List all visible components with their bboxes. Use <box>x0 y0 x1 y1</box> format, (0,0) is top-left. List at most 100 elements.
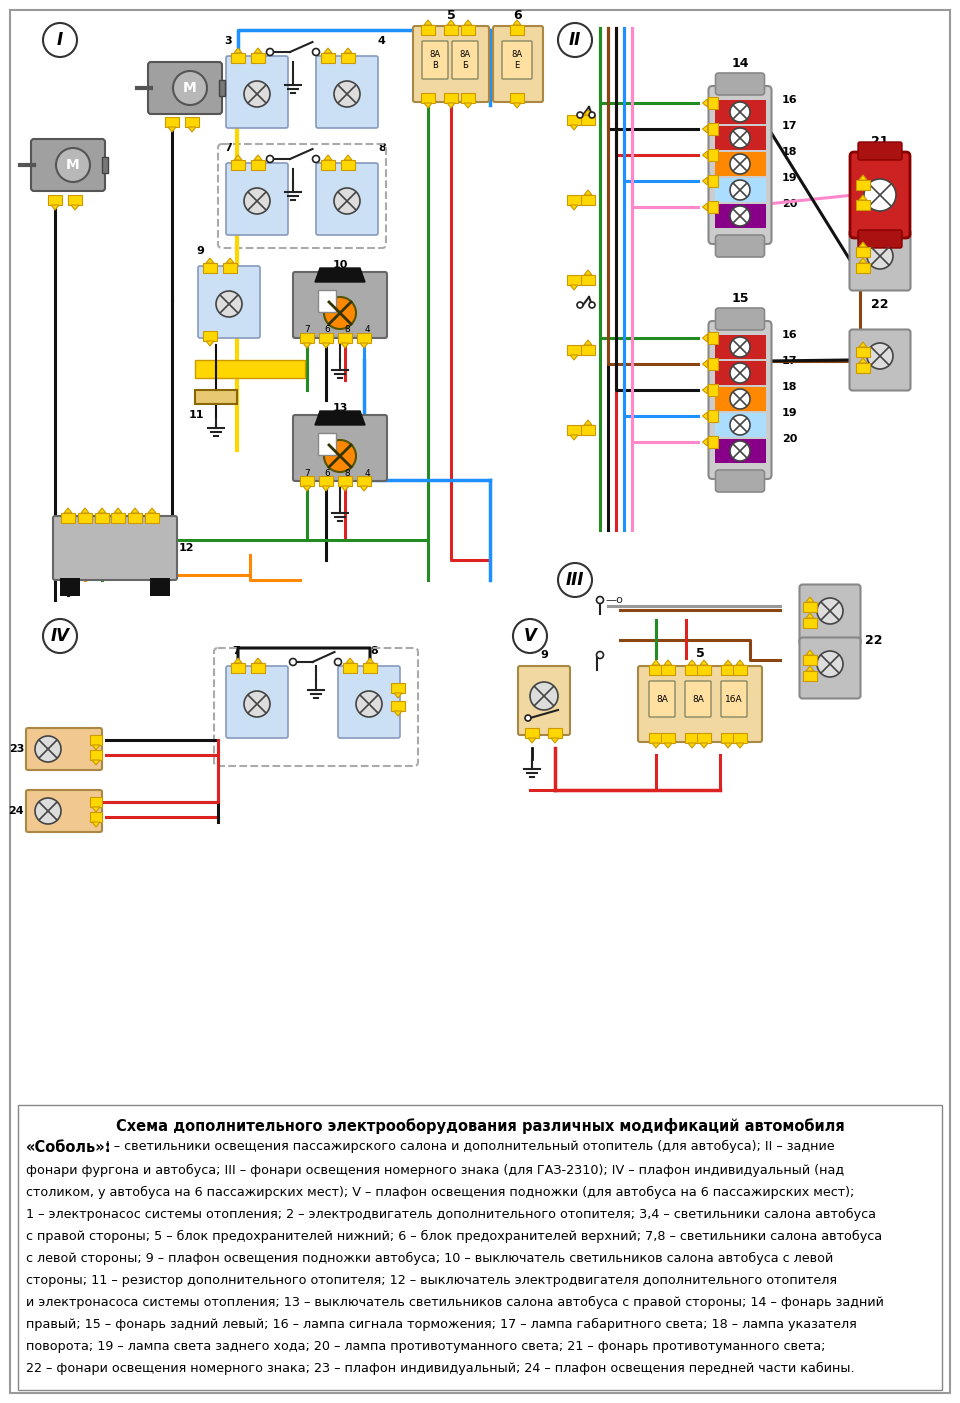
Text: 20: 20 <box>782 199 798 209</box>
Bar <box>714 203 765 229</box>
Bar <box>708 201 717 213</box>
Text: 1: 1 <box>731 666 737 676</box>
Text: 8: 8 <box>370 645 377 657</box>
Polygon shape <box>859 358 867 363</box>
Circle shape <box>596 596 604 603</box>
Polygon shape <box>464 20 472 25</box>
Bar <box>714 126 765 150</box>
Polygon shape <box>664 659 672 665</box>
Text: с левой стороны; 9 – плафон освещения подножки автобуса; 10 – выключатель светил: с левой стороны; 9 – плафон освещения по… <box>26 1251 833 1266</box>
Bar <box>61 513 75 523</box>
Text: 9: 9 <box>540 650 548 659</box>
Circle shape <box>324 297 356 328</box>
Polygon shape <box>64 508 72 513</box>
Polygon shape <box>424 20 432 25</box>
FancyBboxPatch shape <box>53 516 177 579</box>
Polygon shape <box>584 189 592 195</box>
Text: правый; 15 – фонарь задний левый; 16 – лампа сигнала торможения; 17 – лампа габа: правый; 15 – фонарь задний левый; 16 – л… <box>26 1317 856 1331</box>
Polygon shape <box>447 102 455 108</box>
FancyBboxPatch shape <box>502 41 532 79</box>
Bar <box>803 655 817 665</box>
Polygon shape <box>234 658 242 664</box>
Polygon shape <box>92 807 100 812</box>
Polygon shape <box>703 152 708 159</box>
Bar <box>18 1106 942 1390</box>
Polygon shape <box>188 128 196 132</box>
Bar <box>803 671 817 680</box>
Bar <box>714 335 765 359</box>
Text: 7: 7 <box>304 469 310 477</box>
Bar <box>733 665 747 675</box>
Bar <box>510 93 524 102</box>
Bar <box>128 513 142 523</box>
Text: 16А: 16А <box>725 694 743 703</box>
Bar <box>856 363 870 373</box>
Bar <box>78 513 92 523</box>
Bar <box>581 195 595 205</box>
Bar <box>708 97 717 109</box>
Circle shape <box>867 342 893 369</box>
Text: 2: 2 <box>172 63 180 73</box>
Text: 8А
В: 8А В <box>429 51 441 70</box>
Polygon shape <box>92 760 100 765</box>
FancyBboxPatch shape <box>413 27 489 102</box>
Circle shape <box>356 692 382 717</box>
FancyBboxPatch shape <box>198 267 260 338</box>
Polygon shape <box>570 285 578 290</box>
FancyBboxPatch shape <box>226 56 288 128</box>
Text: 14: 14 <box>732 58 749 70</box>
Circle shape <box>244 81 270 107</box>
FancyBboxPatch shape <box>685 680 711 717</box>
Polygon shape <box>254 48 262 53</box>
Bar <box>90 751 102 760</box>
Bar <box>363 664 377 673</box>
Bar <box>856 201 870 210</box>
Polygon shape <box>688 659 696 665</box>
Circle shape <box>867 243 893 269</box>
Text: с правой стороны; 5 – блок предохранителей нижний; 6 – блок предохранителей верх: с правой стороны; 5 – блок предохранител… <box>26 1230 882 1243</box>
Bar <box>661 732 675 744</box>
Text: 7: 7 <box>304 325 310 334</box>
Circle shape <box>290 658 297 665</box>
Text: —o: —o <box>605 595 623 605</box>
Bar <box>708 175 717 187</box>
FancyBboxPatch shape <box>226 666 288 738</box>
Polygon shape <box>324 48 332 53</box>
Text: 18: 18 <box>782 382 798 391</box>
Text: 1: 1 <box>30 150 37 160</box>
Polygon shape <box>859 258 867 262</box>
Circle shape <box>730 102 750 122</box>
Bar <box>708 384 717 396</box>
Bar <box>318 434 336 455</box>
Text: 8: 8 <box>378 143 386 153</box>
Bar <box>231 53 245 63</box>
Text: I – светильники освещения пассажирского салона и дополнительный отопитель (для а: I – светильники освещения пассажирского … <box>102 1141 834 1153</box>
Circle shape <box>589 302 595 309</box>
Bar <box>341 160 355 170</box>
Text: V: V <box>523 627 537 645</box>
Text: 6: 6 <box>324 469 330 477</box>
Polygon shape <box>315 411 365 425</box>
Bar <box>444 25 458 35</box>
Bar <box>300 476 314 485</box>
Circle shape <box>730 389 750 410</box>
Text: 7: 7 <box>232 645 240 657</box>
Polygon shape <box>652 744 660 748</box>
Polygon shape <box>700 659 708 665</box>
Polygon shape <box>234 48 242 53</box>
Polygon shape <box>859 195 867 201</box>
Circle shape <box>558 563 592 598</box>
FancyBboxPatch shape <box>800 637 860 699</box>
Bar <box>231 160 245 170</box>
Bar <box>145 513 159 523</box>
Text: 1 – электронасос системы отопления; 2 – электродвигатель дополнительного отопите: 1 – электронасос системы отопления; 2 – … <box>26 1208 876 1221</box>
Text: Схема дополнительного электрооборудования различных модификаций автомобиля: Схема дополнительного электрооборудовани… <box>115 1118 845 1134</box>
Circle shape <box>216 290 242 317</box>
Circle shape <box>730 180 750 201</box>
Bar <box>856 247 870 257</box>
Text: 4: 4 <box>378 36 386 46</box>
Circle shape <box>558 22 592 58</box>
Bar <box>856 262 870 274</box>
Bar <box>203 331 217 341</box>
Text: 8А
Е: 8А Е <box>512 51 522 70</box>
